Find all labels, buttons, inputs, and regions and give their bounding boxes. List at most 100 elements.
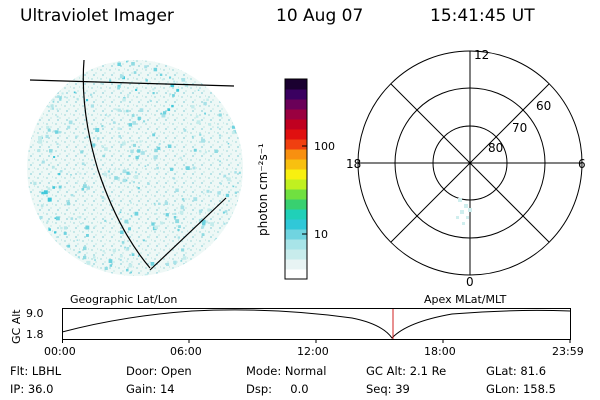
- speckle: [90, 93, 93, 96]
- speckle: [117, 62, 121, 66]
- auroral-image: [27, 59, 243, 276]
- speckle: [108, 259, 113, 263]
- speckle: [126, 260, 128, 263]
- speckle: [126, 247, 130, 250]
- speckle: [39, 216, 43, 220]
- speckle: [191, 135, 194, 138]
- colorbar-swatch: [285, 79, 307, 90]
- speckle: [167, 144, 172, 148]
- speckle: [160, 112, 163, 115]
- speckle: [214, 149, 218, 153]
- speckle: [188, 198, 190, 200]
- speckle: [224, 210, 228, 213]
- speckle: [50, 104, 54, 108]
- speckle: [137, 149, 141, 153]
- speckle: [92, 143, 96, 147]
- alt-xtick-1200: 12:00: [297, 345, 329, 358]
- speckle: [158, 143, 161, 145]
- speckle: [83, 246, 87, 251]
- speckle: [135, 88, 138, 91]
- speckle: [172, 94, 175, 97]
- lat-label-60: 60: [536, 99, 551, 113]
- status-ip: IP: 36.0: [10, 382, 54, 396]
- speckle: [137, 255, 140, 257]
- speckle: [144, 165, 147, 167]
- speckle: [180, 205, 185, 210]
- colorbar-swatch: [285, 179, 307, 190]
- speckle: [131, 253, 135, 256]
- speckle: [128, 155, 131, 158]
- header-time: 15:41:45 UT: [430, 6, 535, 26]
- speckle: [119, 74, 124, 79]
- speckle: [117, 127, 121, 130]
- speckle: [47, 187, 51, 191]
- speckle: [93, 256, 96, 259]
- speckle: [68, 120, 73, 125]
- speckle: [215, 237, 219, 242]
- geo-grid-line: [82, 59, 151, 269]
- speckle: [154, 148, 158, 153]
- speckle: [118, 135, 121, 138]
- altitude-plot: [62, 308, 571, 343]
- colorbar-swatch: [285, 119, 307, 130]
- speckle: [204, 151, 207, 154]
- speckle: [179, 210, 184, 215]
- speckle: [81, 162, 85, 166]
- speckle: [94, 259, 96, 261]
- speckle: [158, 202, 161, 205]
- speckle: [177, 236, 180, 239]
- speckle: [234, 171, 237, 174]
- speckle: [107, 170, 110, 173]
- speckle: [143, 120, 146, 123]
- colorbar-swatch: [285, 229, 307, 240]
- speckle: [96, 137, 100, 140]
- speckle: [117, 86, 120, 90]
- speckle: [231, 131, 235, 135]
- speckle: [126, 109, 129, 113]
- speckle: [175, 188, 179, 192]
- speckle: [154, 225, 158, 230]
- speckle: [67, 125, 71, 129]
- speckle: [55, 216, 60, 221]
- speckle: [123, 110, 126, 113]
- speckle: [206, 189, 210, 193]
- colorbar-swatch: [285, 219, 307, 230]
- speckle: [152, 92, 155, 95]
- speckle: [135, 155, 139, 160]
- speckle: [171, 104, 174, 108]
- speckle: [54, 231, 57, 234]
- colorbar-swatch: [285, 139, 307, 150]
- speckle: [186, 166, 190, 170]
- speckle: [76, 182, 78, 184]
- speckle: [71, 194, 74, 197]
- speckle: [78, 216, 82, 219]
- speckle: [112, 248, 116, 253]
- colorbar: [284, 78, 308, 280]
- speckle: [104, 266, 108, 270]
- speckle: [201, 219, 206, 224]
- colorbar-swatch: [285, 129, 307, 140]
- speckle: [86, 260, 91, 265]
- speckle: [128, 227, 131, 231]
- speckle: [126, 268, 129, 272]
- speckle: [166, 262, 170, 266]
- speckle: [58, 131, 62, 134]
- speckle: [145, 79, 148, 82]
- speckle: [104, 219, 107, 222]
- speckle: [117, 84, 121, 88]
- speckle: [204, 112, 206, 115]
- speckle: [79, 172, 82, 175]
- speckle: [156, 166, 159, 170]
- speckle: [67, 244, 71, 248]
- speckle: [177, 228, 180, 232]
- status-glon: GLon: 158.5: [486, 382, 556, 396]
- speckle: [137, 116, 141, 120]
- speckle: [100, 82, 103, 85]
- speckle: [130, 139, 133, 142]
- speckle: [133, 143, 136, 147]
- speckle: [85, 99, 89, 102]
- speckle: [125, 179, 128, 182]
- colorbar-swatch: [285, 169, 307, 180]
- speckle: [133, 71, 137, 74]
- speckle: [199, 133, 202, 136]
